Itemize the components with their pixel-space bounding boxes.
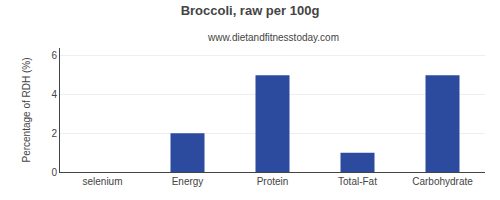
svg-text:0: 0 [51, 167, 57, 178]
svg-text:4: 4 [51, 89, 57, 100]
svg-text:Energy: Energy [172, 176, 204, 187]
svg-text:Broccoli, raw per 100g: Broccoli, raw per 100g [181, 3, 320, 18]
svg-text:Total-Fat: Total-Fat [338, 176, 377, 187]
svg-text:6: 6 [51, 50, 57, 61]
svg-text:Carbohydrate: Carbohydrate [412, 176, 473, 187]
svg-text:selenium: selenium [82, 176, 122, 187]
svg-text:Percentage of RDH (%): Percentage of RDH (%) [21, 57, 32, 162]
svg-text:2: 2 [51, 128, 57, 139]
svg-text:Protein: Protein [257, 176, 289, 187]
svg-text:www.dietandfitnesstoday.com: www.dietandfitnesstoday.com [207, 32, 339, 43]
